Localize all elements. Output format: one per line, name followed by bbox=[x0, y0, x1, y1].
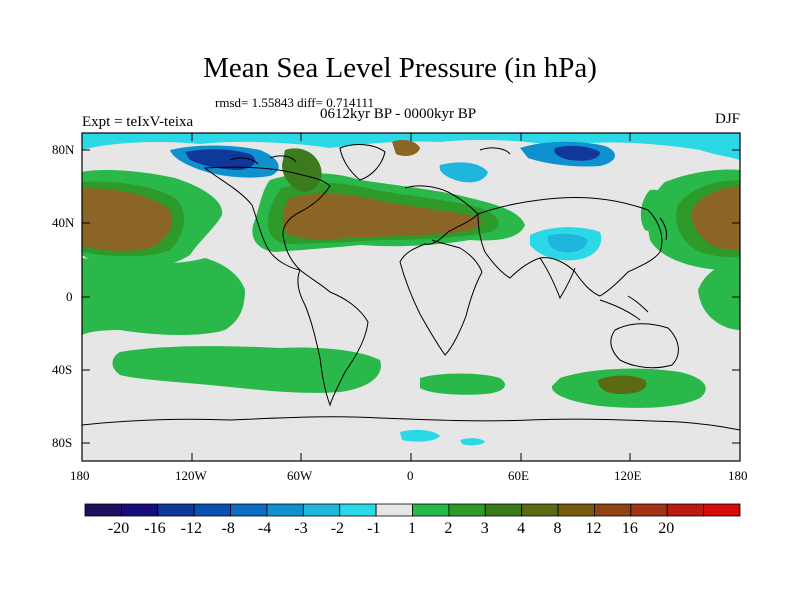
colorbar-swatch bbox=[230, 503, 268, 517]
colorbar-label: 4 bbox=[517, 520, 526, 537]
colorbar-label: -12 bbox=[180, 520, 202, 537]
colorbar-swatch bbox=[594, 503, 632, 517]
anomaly-south-indian-core bbox=[598, 375, 647, 394]
anomaly-south-atlantic bbox=[420, 373, 505, 395]
lon-label-0: 0 bbox=[407, 468, 414, 483]
colorbar-label: -20 bbox=[107, 520, 130, 537]
anomaly-north-pacific-east-peak bbox=[691, 186, 740, 250]
lat-label-80n: 80N bbox=[52, 142, 75, 157]
colorbar-swatch bbox=[266, 503, 304, 517]
colorbar-swatch bbox=[666, 503, 705, 517]
anomaly-west-pacific-margin bbox=[640, 189, 673, 232]
colorbar bbox=[84, 503, 741, 517]
lon-label-180e: 180 bbox=[728, 468, 748, 483]
colorbar-label: 8 bbox=[553, 520, 562, 537]
anomaly-arctic-cyan-band bbox=[82, 133, 740, 160]
anomaly-antarctic-cyan-2 bbox=[460, 438, 485, 446]
anomaly-north-pacific-west-peak bbox=[82, 188, 172, 252]
season-label: DJF bbox=[714, 111, 740, 127]
lon-label-120e: 120E bbox=[614, 468, 642, 483]
anomaly-kara-sea bbox=[439, 162, 488, 183]
colorbar-swatch bbox=[412, 503, 450, 517]
colorbar-swatch bbox=[157, 503, 195, 517]
anomaly-canada-low-core bbox=[185, 149, 256, 170]
anomaly-tropical-pacific bbox=[82, 258, 245, 335]
anomaly-pacific-east-tropical bbox=[698, 262, 740, 330]
colorbar-label: 12 bbox=[585, 520, 602, 537]
lon-ticks bbox=[81, 133, 741, 461]
colorbar-label: -2 bbox=[330, 520, 345, 537]
colorbar-swatch bbox=[302, 503, 341, 517]
colorbar-label: 1 bbox=[408, 520, 416, 537]
lat-label-80s: 80S bbox=[52, 435, 73, 450]
colorbar-swatch bbox=[193, 503, 231, 517]
colorbar-swatch bbox=[557, 503, 595, 517]
colorbar-swatch bbox=[339, 503, 377, 517]
lat-label-40n: 40N bbox=[52, 215, 75, 230]
colorbar-swatch bbox=[703, 503, 741, 517]
lat-label-0: 0 bbox=[66, 289, 73, 304]
colorbar-swatch bbox=[484, 503, 523, 517]
colorbar-label: -1 bbox=[367, 520, 381, 537]
colorbar-label: 16 bbox=[621, 520, 638, 537]
colorbar-label: -16 bbox=[144, 520, 166, 537]
colorbar-label: 2 bbox=[444, 520, 453, 537]
colorbar-label: 3 bbox=[480, 520, 489, 537]
colorbar-label: -4 bbox=[257, 520, 272, 537]
colorbar-swatch bbox=[448, 503, 486, 517]
colorbar-swatch bbox=[375, 503, 413, 517]
colorbar-label: -8 bbox=[221, 520, 235, 537]
anomaly-greenland-ridge bbox=[392, 140, 420, 156]
lat-label-40s: 40S bbox=[52, 362, 73, 377]
lon-label-120w: 120W bbox=[175, 468, 207, 483]
lon-label-60w: 60W bbox=[287, 468, 313, 483]
anomaly-antarctic-cyan bbox=[400, 429, 440, 442]
anomaly-siberia-low-core bbox=[554, 145, 600, 161]
colorbar-swatch bbox=[120, 503, 159, 517]
colorbar-swatch bbox=[521, 503, 559, 517]
anomaly-tibet-low-core bbox=[547, 233, 588, 253]
colorbar-label: 20 bbox=[658, 520, 675, 537]
coastlines bbox=[82, 144, 740, 431]
experiment-label: Expt = teIxV-teixa bbox=[82, 114, 194, 130]
colorbar-swatch bbox=[630, 503, 668, 517]
anomaly-arctic-ridge bbox=[282, 148, 322, 192]
colorbar-swatch bbox=[84, 503, 122, 517]
anomaly-north-atlantic-peak bbox=[282, 193, 481, 240]
colorbar-label: -3 bbox=[294, 520, 308, 537]
stats-text: rmsd= 1.55843 diff= 0.714111 bbox=[215, 95, 374, 110]
anomaly-southern-pacific bbox=[112, 346, 381, 393]
lon-label-60e: 60E bbox=[508, 468, 529, 483]
period-subtitle: 0612kyr BP - 0000kyr BP bbox=[320, 106, 477, 122]
lon-label-180w: 180 bbox=[70, 468, 90, 483]
lat-ticks bbox=[82, 149, 740, 444]
chart-title: Mean Sea Level Pressure (in hPa) bbox=[203, 52, 597, 84]
